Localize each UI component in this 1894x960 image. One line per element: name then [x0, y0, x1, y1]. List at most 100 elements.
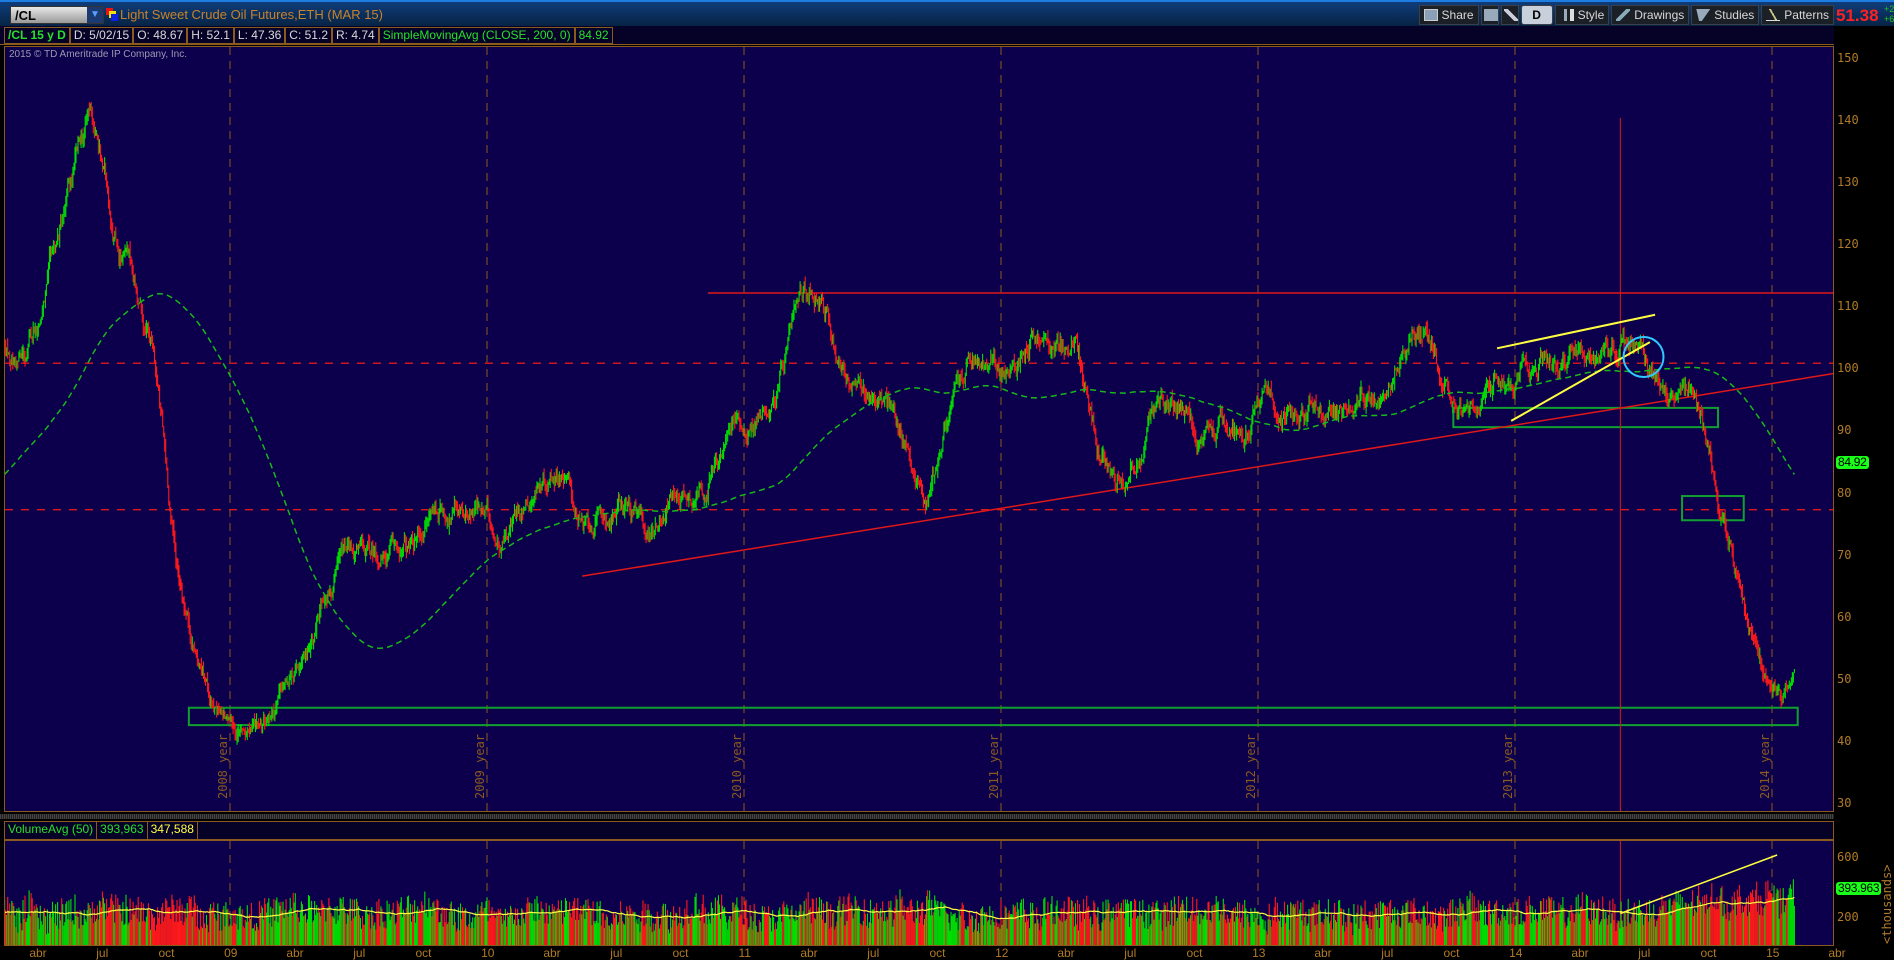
- time-tick: abr: [286, 946, 304, 960]
- volume-header: VolumeAvg (50) 393,963 347,588: [4, 821, 1834, 840]
- pencil-icon: [1616, 9, 1631, 21]
- info-close: C: 51.2: [285, 27, 332, 44]
- drawings-label: Drawings: [1634, 8, 1685, 22]
- year-line-label: 2014 year: [1758, 733, 1772, 799]
- last-price: 51.38: [1836, 6, 1879, 25]
- year-line-label: 2008 year: [216, 733, 230, 799]
- time-tick: abr: [1828, 946, 1846, 960]
- info-symbol: /CL 15 y D: [4, 27, 70, 44]
- time-tick: 10: [481, 946, 495, 960]
- time-tick: jul: [867, 946, 880, 960]
- wedge-line: [1496, 313, 1656, 350]
- candle-icon: [1559, 9, 1574, 21]
- panel-splitter[interactable]: [0, 814, 1834, 819]
- year-line-label: 2009 year: [473, 733, 487, 799]
- info-open: O: 48.67: [133, 27, 188, 44]
- time-axis: abr jul oct 09 abr jul oct 10 abr jul oct 11 abr jul o…: [0, 946, 1894, 960]
- patterns-label: Patterns: [1784, 8, 1829, 22]
- breakout-circle: [1622, 335, 1665, 378]
- volume-chart-svg: [5, 841, 1795, 945]
- instrument-title: Light Sweet Crude Oil Futures,ETH (MAR 1…: [120, 7, 383, 22]
- toolbar-buttons: Share D Style Drawings Studies Patterns: [1418, 5, 1834, 25]
- volume-unit: <thousands>: [1880, 864, 1894, 944]
- settings-button[interactable]: [1500, 5, 1519, 25]
- price-change: +2 +6: [1884, 4, 1894, 24]
- study-label[interactable]: SimpleMovingAvg (CLOSE, 200, 0): [378, 27, 575, 44]
- price-tick: 30: [1837, 795, 1852, 810]
- wrench-icon: [1503, 9, 1518, 21]
- drawings-button[interactable]: Drawings: [1611, 5, 1690, 25]
- price-tick: 80: [1837, 485, 1852, 500]
- time-tick: jul: [96, 946, 109, 960]
- year-line-label: 2010 year: [730, 733, 744, 799]
- time-tick: jul: [1638, 946, 1651, 960]
- chevron-down-icon[interactable]: ▼: [87, 7, 103, 23]
- price-tick: 100: [1837, 361, 1859, 376]
- time-tick: oct: [929, 946, 946, 960]
- price-chart-svg: [5, 47, 1833, 811]
- time-tick: jul: [353, 946, 366, 960]
- volume-study-label[interactable]: VolumeAvg (50): [5, 822, 98, 839]
- style-label: Style: [1577, 8, 1605, 22]
- info-high: H: 52.1: [187, 27, 234, 44]
- time-tick: abr: [29, 946, 47, 960]
- symbol-value: /CL: [15, 8, 36, 23]
- price-chart[interactable]: 2015 © TD Ameritrade IP Company, Inc. 20…: [4, 46, 1834, 812]
- top-toolbar: /CL ▼ Light Sweet Crude Oil Futures,ETH (…: [0, 0, 1894, 26]
- style-flag-button[interactable]: [1480, 5, 1499, 25]
- support-zone: [187, 706, 1799, 727]
- style-button[interactable]: Style: [1554, 5, 1610, 25]
- price-tick: 110: [1837, 299, 1859, 314]
- time-tick: abr: [800, 946, 818, 960]
- price-tick: 120: [1837, 237, 1859, 252]
- support-zone: [1681, 495, 1745, 522]
- info-low: L: 47.36: [233, 27, 286, 44]
- wedge-line: [1510, 341, 1651, 422]
- year-line-label: 2013 year: [1501, 733, 1515, 799]
- year-line-label: 2011 year: [987, 733, 1001, 799]
- price-tick: 70: [1837, 547, 1852, 562]
- share-button[interactable]: Share: [1418, 5, 1479, 25]
- time-tick: oct: [1700, 946, 1717, 960]
- info-range: R: 4.74: [332, 27, 379, 44]
- price-tick: 150: [1837, 51, 1859, 65]
- copyright: 2015 © TD Ameritrade IP Company, Inc.: [9, 49, 188, 60]
- share-label: Share: [1441, 8, 1474, 22]
- change-bottom: +6: [1884, 14, 1894, 24]
- studies-label: Studies: [1714, 8, 1755, 22]
- time-tick: abr: [1314, 946, 1332, 960]
- link-icon[interactable]: [106, 8, 118, 22]
- time-tick: 15: [1766, 946, 1780, 960]
- patterns-button[interactable]: Patterns: [1761, 5, 1834, 25]
- time-tick: jul: [1381, 946, 1394, 960]
- time-tick: oct: [1443, 946, 1460, 960]
- time-tick: abr: [1571, 946, 1589, 960]
- price-tick: 60: [1837, 609, 1852, 624]
- volume-tick: 600: [1837, 850, 1859, 864]
- studies-button[interactable]: Studies: [1691, 5, 1760, 25]
- volume-chart[interactable]: [4, 840, 1834, 946]
- aggregation-button[interactable]: D: [1520, 5, 1553, 25]
- price-tick: 140: [1837, 113, 1859, 128]
- time-tick: oct: [158, 946, 175, 960]
- rising-trendline: [581, 372, 1833, 577]
- time-tick: 12: [995, 946, 1009, 960]
- price-tick: 50: [1837, 671, 1852, 686]
- volume-avg-value: 347,588: [148, 822, 198, 839]
- price-tick: 90: [1837, 423, 1852, 438]
- time-tick: jul: [1124, 946, 1137, 960]
- study-value: 84.92: [574, 27, 613, 44]
- volume-trendline: [1620, 854, 1778, 915]
- time-tick: 09: [224, 946, 238, 960]
- symbol-input[interactable]: /CL ▼: [10, 6, 104, 24]
- info-date: D: 5/02/15: [69, 27, 134, 44]
- support-zone: [1452, 406, 1720, 429]
- time-tick: oct: [1186, 946, 1203, 960]
- time-tick: oct: [415, 946, 432, 960]
- sma-200-line: [5, 293, 1796, 649]
- volume-value: 393,963: [97, 822, 148, 839]
- volume-tick: 200: [1837, 910, 1859, 924]
- time-tick: abr: [543, 946, 561, 960]
- time-tick: 14: [1509, 946, 1523, 960]
- sma-value-tag: 84.92: [1836, 455, 1869, 470]
